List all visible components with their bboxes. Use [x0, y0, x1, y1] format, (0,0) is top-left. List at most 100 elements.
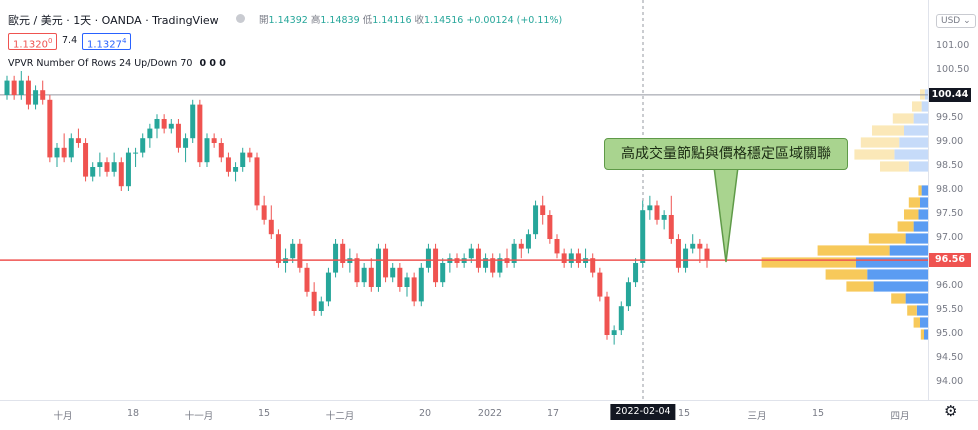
volume-profile-bar-down [846, 281, 874, 292]
crosshair-date-label: 2022-02-04 [610, 404, 676, 420]
candle-body [404, 277, 410, 287]
volume-profile-bar-up [924, 329, 928, 340]
candle-body [590, 258, 596, 273]
candle-body [418, 267, 424, 302]
candle-body [697, 243, 703, 249]
candle-body [575, 253, 581, 263]
volume-profile-bar-up [921, 185, 928, 196]
candle-body [233, 167, 239, 172]
close-value: 1.14516 [424, 15, 464, 26]
candle-body [390, 267, 396, 278]
candle-body [83, 143, 89, 177]
time-tick-label: 十月 [53, 411, 73, 422]
candle-body [90, 167, 96, 177]
buy-price-sup: 4 [122, 37, 127, 45]
candle-body [304, 267, 310, 292]
candle-body [225, 157, 231, 172]
candle-body [11, 80, 17, 95]
candle-body [525, 234, 531, 249]
candle-body [68, 138, 74, 158]
volume-profile-bar-down [908, 197, 920, 208]
candle-body [97, 162, 103, 167]
candle-body [140, 138, 146, 153]
ohlc-readout: 開1.14392 高1.14839 低1.14116 收1.14516 +0.0… [259, 12, 562, 26]
volume-profile-bar-up [905, 293, 928, 304]
time-tick-label: 2022 [477, 408, 503, 419]
volume-profile-bar-down [868, 233, 906, 244]
candle-body [704, 248, 710, 261]
price-tick-label: 94.00 [936, 376, 964, 387]
low-label: 低 [362, 15, 373, 26]
candle-body [475, 248, 481, 268]
volume-profile-bar-up [921, 101, 928, 112]
candle-body [354, 258, 360, 283]
candle-body [497, 258, 503, 273]
candle-body [668, 215, 674, 239]
candle-body [690, 243, 696, 249]
candle-body [568, 253, 574, 263]
volume-profile-bar-up [889, 245, 928, 256]
volume-profile-bar-up [918, 209, 928, 220]
candle-body [33, 90, 39, 105]
volume-profile-bar-up [867, 269, 928, 280]
time-tick-label: 15 [677, 408, 691, 419]
volume-profile-bar-down [854, 149, 895, 160]
chevron-down-icon: ⌄ [963, 16, 971, 26]
candle-body [125, 152, 131, 187]
volume-profile-bar-up [856, 257, 928, 268]
candle-body [104, 162, 110, 172]
candle-body [183, 138, 189, 148]
candle-body [190, 104, 196, 139]
candle-body [425, 248, 431, 268]
volume-profile-bar-up [913, 113, 928, 124]
candle-body [47, 99, 53, 158]
candle-body [118, 162, 124, 187]
indicator-legend[interactable]: VPVR Number Of Rows 24 Up/Down 70 0 0 0 [8, 58, 226, 69]
time-tick-label: 20 [418, 408, 432, 419]
currency-dropdown[interactable]: USD ⌄ [936, 14, 976, 28]
volume-profile-bar-up [920, 317, 928, 328]
candle-body [240, 152, 246, 167]
volume-profile-bar-up [904, 125, 928, 136]
candle-body [275, 234, 281, 263]
candle-body [61, 147, 67, 158]
candle-body [547, 215, 553, 239]
candle-body [483, 258, 489, 268]
candle-body [433, 248, 439, 283]
candle-body [261, 205, 267, 220]
volume-profile-bar-down [872, 125, 904, 136]
open-label: 開 [259, 15, 269, 26]
volume-profile-bar-down [907, 305, 917, 316]
candle-body [640, 210, 646, 263]
candle-body [511, 243, 517, 263]
close-label: 收 [414, 15, 425, 26]
gear-icon[interactable]: ⚙ [944, 402, 958, 420]
candle-body [247, 152, 253, 158]
buy-button[interactable]: 1.13274 [82, 33, 132, 50]
volume-profile-bar-down [897, 221, 914, 232]
symbol-title[interactable]: 歐元 / 美元 · 1天 · OANDA · TradingView [8, 14, 219, 27]
indicator-values: 0 0 0 [199, 58, 226, 69]
volume-profile-bar-down [825, 269, 868, 280]
volume-profile-bar-up [873, 281, 928, 292]
price-tick-label: 95.50 [936, 304, 964, 315]
candle-body [675, 239, 681, 268]
candle-body [654, 205, 660, 220]
candle-body [611, 330, 617, 335]
price-tick-label: 99.50 [936, 112, 964, 123]
candle-body [490, 258, 496, 273]
candle-body [204, 138, 210, 163]
candle-body [533, 205, 539, 235]
price-tick-label: 99.00 [936, 136, 964, 147]
price-tick-label: 100.50 [936, 64, 970, 75]
candle-body [561, 253, 567, 263]
price-tick-label: 98.00 [936, 184, 964, 195]
candle-body [161, 119, 167, 129]
time-tick-label: 三月 [747, 411, 767, 422]
status-dot-icon [236, 14, 245, 23]
price-tick-label: 98.50 [936, 160, 964, 171]
sell-button[interactable]: 1.13200 [8, 33, 58, 50]
volume-profile-bar-up [905, 233, 928, 244]
